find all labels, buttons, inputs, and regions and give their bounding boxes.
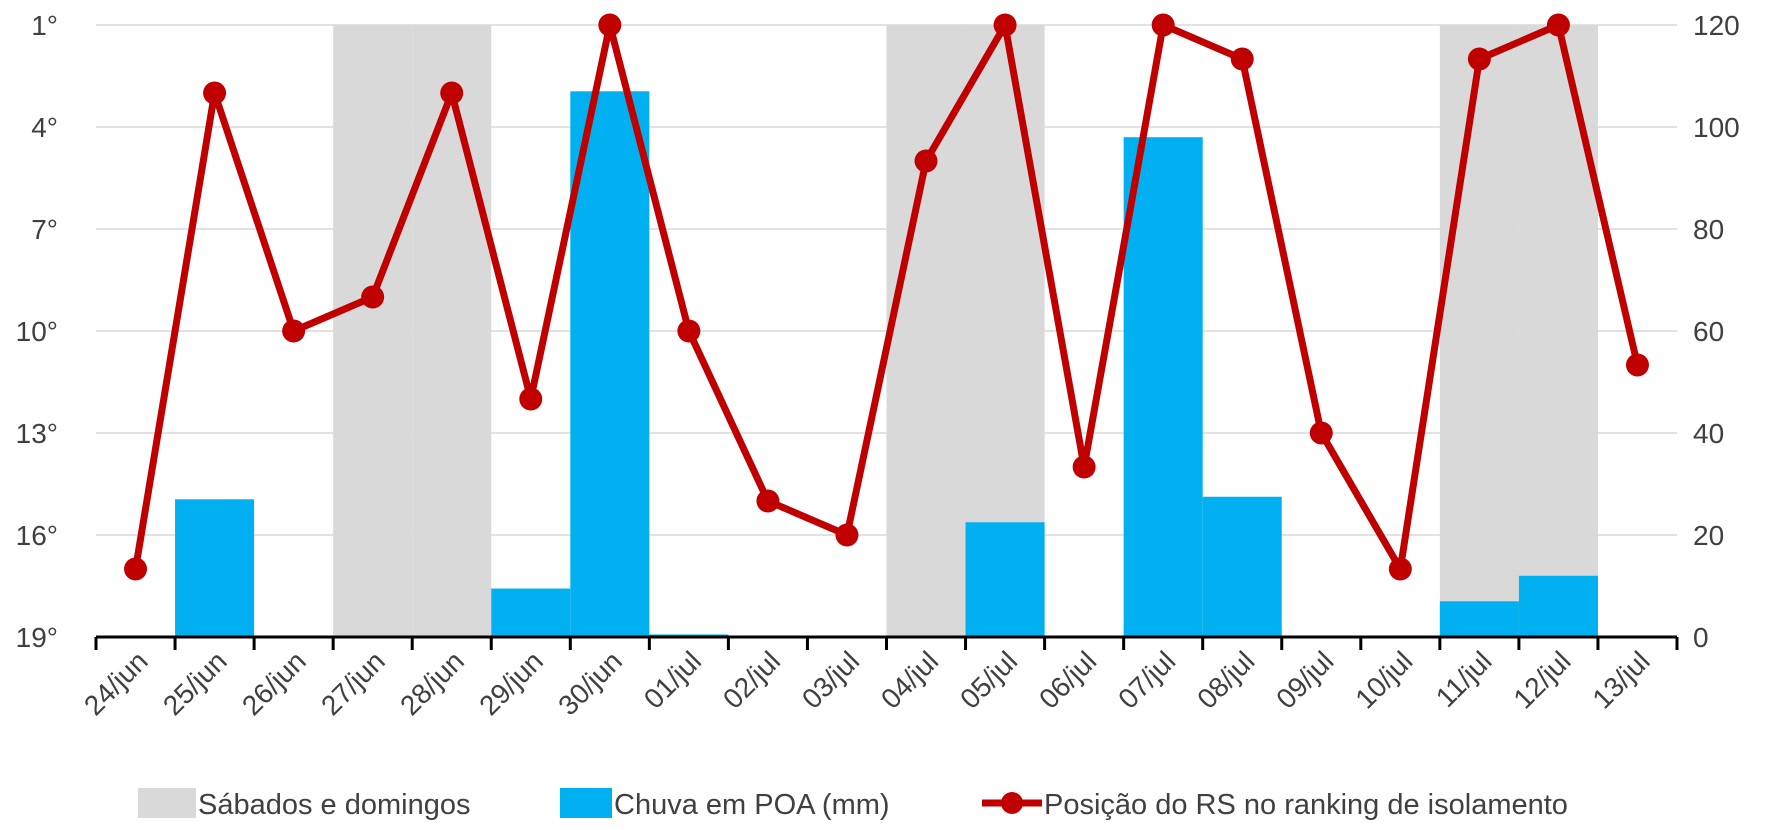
ranking-point bbox=[677, 319, 701, 343]
x-axis-tick-label: 04/jul bbox=[875, 645, 944, 714]
ranking-point bbox=[1072, 455, 1096, 479]
ranking-point bbox=[1309, 421, 1333, 445]
left-axis-tick-label: 4° bbox=[31, 112, 58, 143]
rain-bar bbox=[1202, 496, 1282, 637]
x-axis-tick-label: 13/jul bbox=[1586, 645, 1655, 714]
right-axis-tick-label: 40 bbox=[1693, 418, 1724, 449]
ranking-point bbox=[282, 319, 306, 343]
left-axis-tick-label: 1° bbox=[31, 10, 58, 41]
ranking-point bbox=[1230, 47, 1254, 71]
ranking-point bbox=[440, 81, 464, 105]
x-axis-tick-label: 06/jul bbox=[1033, 645, 1102, 714]
ranking-point bbox=[914, 149, 938, 173]
ranking-point bbox=[1546, 13, 1570, 37]
x-axis-tick-label: 11/jul bbox=[1430, 645, 1498, 713]
ranking-point bbox=[203, 81, 227, 105]
x-axis-tick-label: 28/jun bbox=[394, 645, 470, 721]
x-axis-tick-label: 09/jul bbox=[1270, 645, 1339, 714]
x-axis-tick-label: 03/jul bbox=[796, 645, 865, 714]
rain-bar bbox=[1439, 601, 1519, 637]
rain-bar bbox=[491, 588, 571, 637]
rain-bar bbox=[175, 499, 255, 637]
ranking-point bbox=[756, 489, 780, 513]
left-axis-tick-label: 19° bbox=[16, 622, 58, 653]
ranking-line-series bbox=[124, 13, 1649, 581]
rain-bar bbox=[1518, 575, 1598, 637]
ranking-point bbox=[1151, 13, 1175, 37]
rain-bar bbox=[570, 91, 650, 638]
left-axis-ticks: 1° 4° 7° 10° 13° 16° 19° bbox=[16, 10, 58, 653]
ranking-point bbox=[993, 13, 1017, 37]
x-axis-ticks: 24/jun 25/jun 26/jun 27/jun 28/jun 29/jun 30/j… bbox=[78, 645, 1656, 721]
right-axis-tick-label: 80 bbox=[1693, 214, 1724, 245]
legend-swatch-weekends bbox=[138, 788, 196, 818]
left-axis-tick-label: 16° bbox=[16, 520, 58, 551]
left-axis-tick-label: 10° bbox=[16, 316, 58, 347]
x-axis-tick-label: 24/jun bbox=[78, 645, 154, 721]
weekend-bars bbox=[333, 25, 1598, 637]
x-axis-tick-label: 12/jul bbox=[1507, 645, 1576, 714]
ranking-point bbox=[1625, 353, 1649, 377]
ranking-line bbox=[132, 21, 1641, 573]
left-axis-tick-label: 7° bbox=[31, 214, 58, 245]
x-axis-tick-label: 29/jun bbox=[473, 645, 549, 721]
right-axis-tick-label: 20 bbox=[1693, 520, 1724, 551]
right-axis-ticks: 0 20 40 60 80 100 120 bbox=[1693, 10, 1740, 653]
legend-label-rain: Chuva em POA (mm) bbox=[614, 789, 890, 821]
rain-bar bbox=[1123, 137, 1203, 637]
right-axis-tick-label: 60 bbox=[1693, 316, 1724, 347]
x-axis-tick-label: 05/jul bbox=[954, 645, 1023, 714]
ranking-point bbox=[361, 285, 385, 309]
right-axis-tick-label: 0 bbox=[1693, 622, 1709, 653]
rain-bars bbox=[175, 91, 1598, 638]
x-axis-tick-label: 25/jun bbox=[157, 645, 233, 721]
legend: Sábados e domingos Chuva em POA (mm) Pos… bbox=[138, 788, 1568, 821]
weekend-bar bbox=[1439, 25, 1519, 637]
ranking-point bbox=[835, 523, 859, 547]
x-axis-tick-label: 08/jul bbox=[1191, 645, 1260, 714]
rain-bar bbox=[965, 522, 1045, 637]
x-axis bbox=[94, 635, 1679, 650]
right-axis-tick-label: 100 bbox=[1693, 112, 1740, 143]
legend-label-weekends: Sábados e domingos bbox=[198, 789, 470, 821]
legend-label-ranking: Posição do RS no ranking de isolamento bbox=[1044, 789, 1568, 821]
ranking-point bbox=[124, 557, 148, 581]
x-axis-tick-label: 07/jul bbox=[1112, 645, 1181, 714]
x-axis-tick-label: 30/jun bbox=[552, 645, 628, 721]
left-axis-tick-label: 13° bbox=[16, 418, 58, 449]
x-axis-tick-label: 10/jul bbox=[1349, 645, 1418, 714]
x-axis-tick-label: 26/jun bbox=[236, 645, 312, 721]
ranking-point bbox=[1388, 557, 1412, 581]
weekend-bar bbox=[333, 25, 413, 637]
right-axis-tick-label: 120 bbox=[1693, 10, 1740, 41]
x-axis-tick-label: 27/jun bbox=[315, 645, 391, 721]
ranking-point bbox=[598, 13, 622, 37]
legend-swatch-ranking-marker bbox=[1001, 792, 1023, 814]
weekend-bar bbox=[412, 25, 492, 637]
ranking-point bbox=[1467, 47, 1491, 71]
weekend-bar bbox=[886, 25, 966, 637]
x-axis-tick-label: 01/jul bbox=[638, 645, 707, 714]
ranking-point bbox=[519, 387, 543, 411]
legend-swatch-rain bbox=[560, 788, 612, 818]
x-axis-tick-label: 02/jul bbox=[717, 645, 786, 714]
weekend-bar bbox=[1518, 25, 1598, 637]
